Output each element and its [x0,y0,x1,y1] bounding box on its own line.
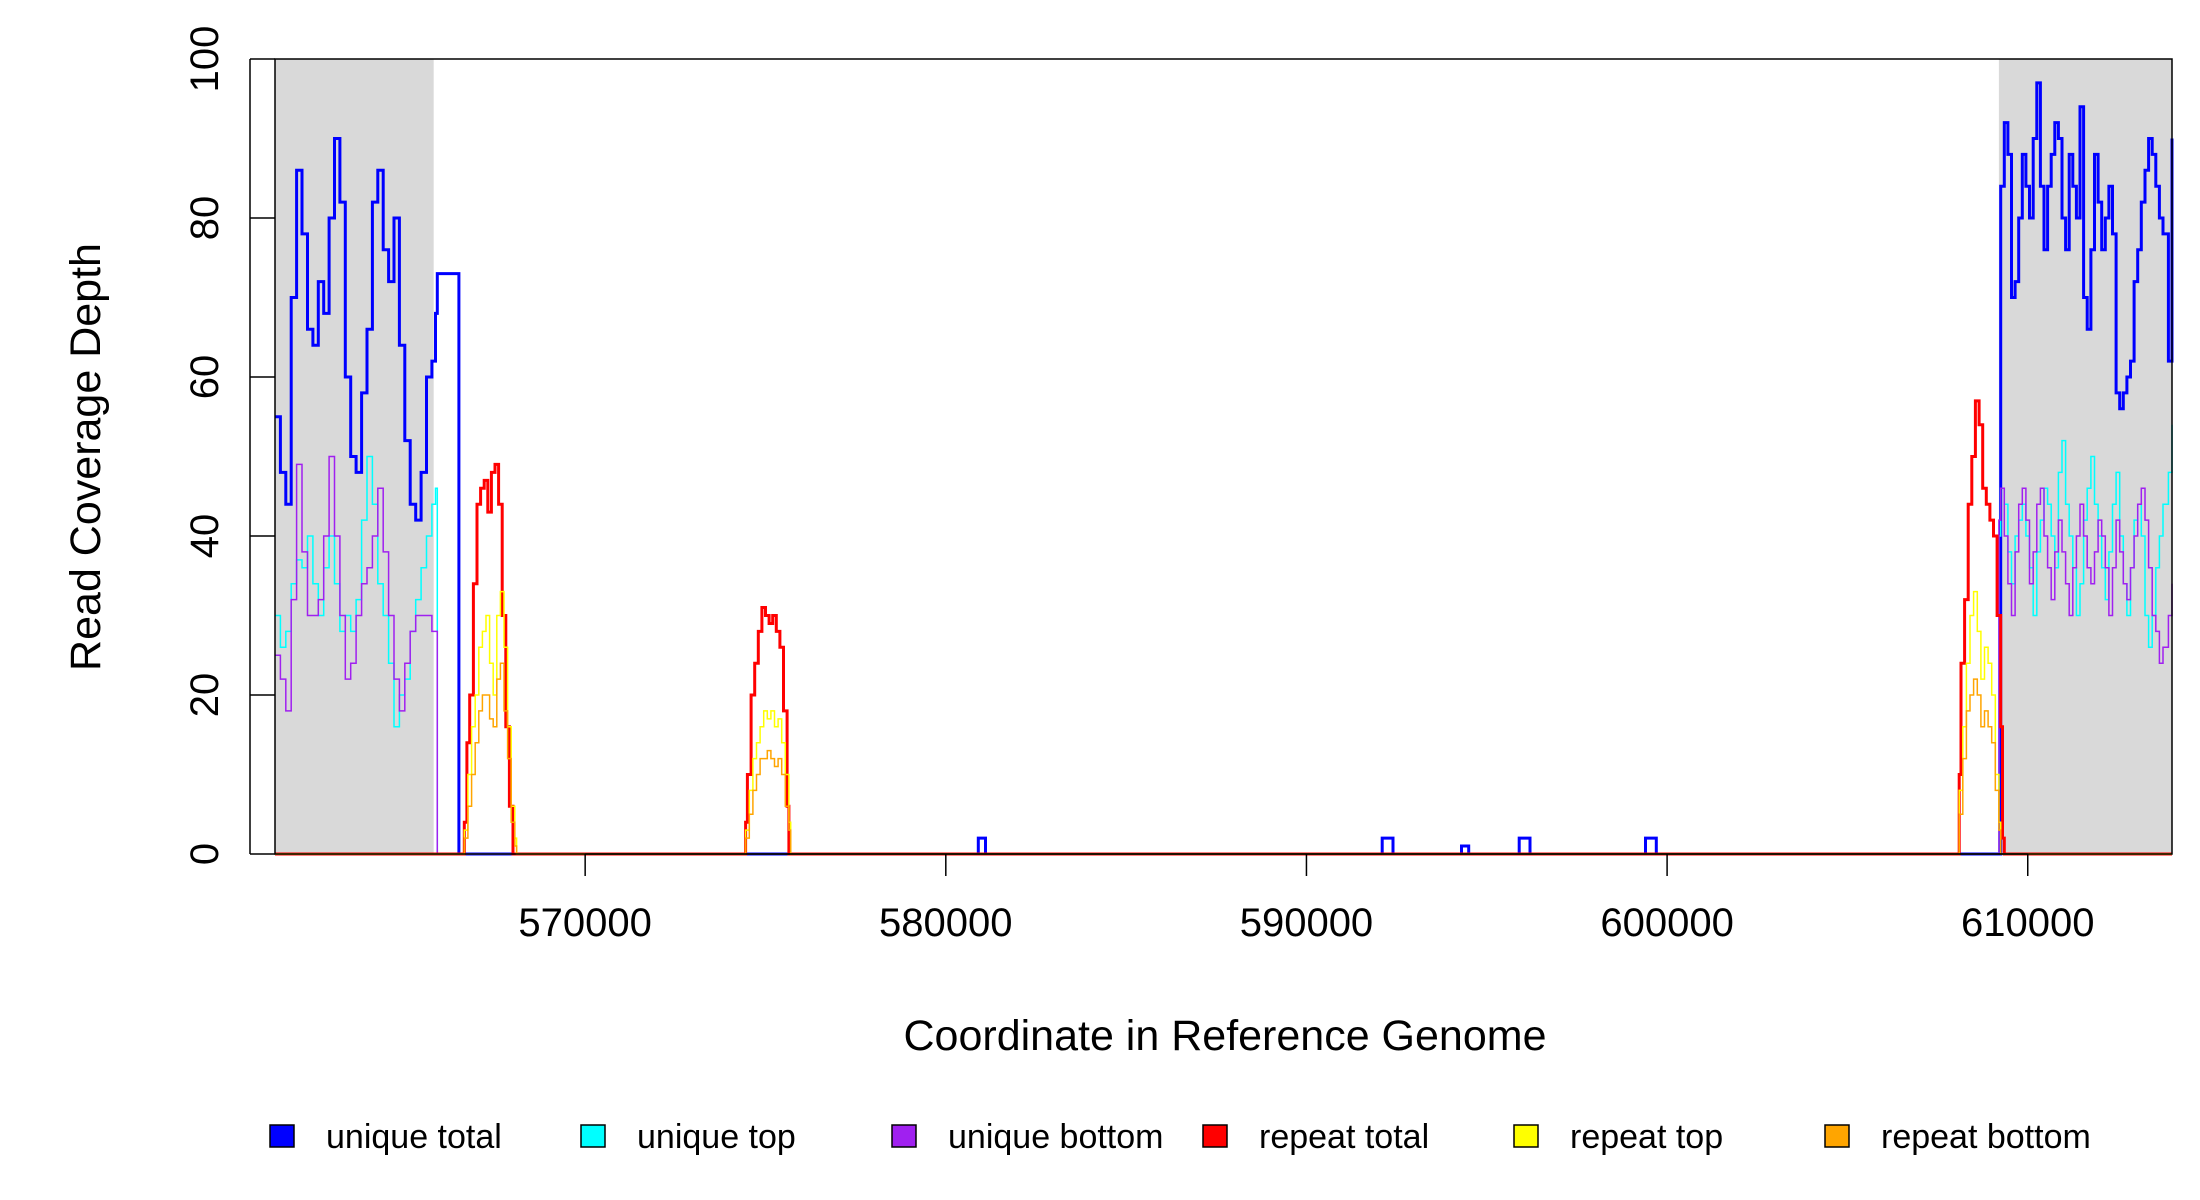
y-tick-label: 100 [183,26,227,93]
legend-item-repeat-top: repeat top [1513,1118,1723,1156]
x-tick-label: 570000 [518,901,651,945]
legend-item-unique-top: unique top [580,1118,796,1156]
series-line-repeat-total [275,399,2172,856]
series-line-unique-bottom [275,455,2173,855]
legend-label: unique top [637,1118,796,1156]
shaded-regions [275,59,2172,854]
legend-swatch [891,1124,917,1148]
x-tick-label: 600000 [1600,901,1733,945]
legend-swatch [1202,1124,1228,1148]
legend-label: repeat bottom [1881,1118,2091,1156]
shaded-region-2 [1998,59,2172,854]
legend-label: repeat top [1570,1118,1723,1156]
x-axis-title: Coordinate in Reference Genome [904,1012,1547,1060]
y-tick-label: 0 [183,843,227,865]
legend-item-repeat-bottom: repeat bottom [1824,1118,2091,1156]
legend: unique total unique top unique bottom repea… [269,1118,2091,1156]
series-line-repeat-top [275,590,2172,855]
legend-swatch [580,1124,606,1148]
plot-frame [274,58,2173,855]
x-axis: 570000 580000 590000 600000 610000 [518,853,2094,945]
y-tick-label: 80 [183,196,227,241]
y-axis-title: Read Coverage Depth [62,243,110,671]
legend-swatch [1513,1124,1539,1148]
series-line-unique-total [275,81,2174,856]
y-tick-label: 60 [183,355,227,400]
legend-label: unique total [326,1118,502,1156]
series-line-unique-top [275,424,2173,855]
y-axis: 0 20 40 60 80 100 [183,26,275,865]
legend-swatch [1824,1124,1850,1148]
legend-swatch [269,1124,295,1148]
legend-item-repeat-total: repeat total [1202,1118,1429,1156]
legend-label: unique bottom [948,1118,1164,1156]
legend-label: repeat total [1259,1118,1429,1156]
y-tick-label: 40 [183,514,227,559]
legend-item-unique-total: unique total [269,1118,502,1156]
x-tick-label: 580000 [879,901,1012,945]
x-tick-label: 610000 [1961,901,2094,945]
y-tick-label: 20 [183,673,227,718]
legend-item-unique-bottom: unique bottom [891,1118,1164,1156]
x-tick-label: 590000 [1240,901,1373,945]
series-line-repeat-bottom [275,662,2172,855]
series-lines [275,81,2174,856]
